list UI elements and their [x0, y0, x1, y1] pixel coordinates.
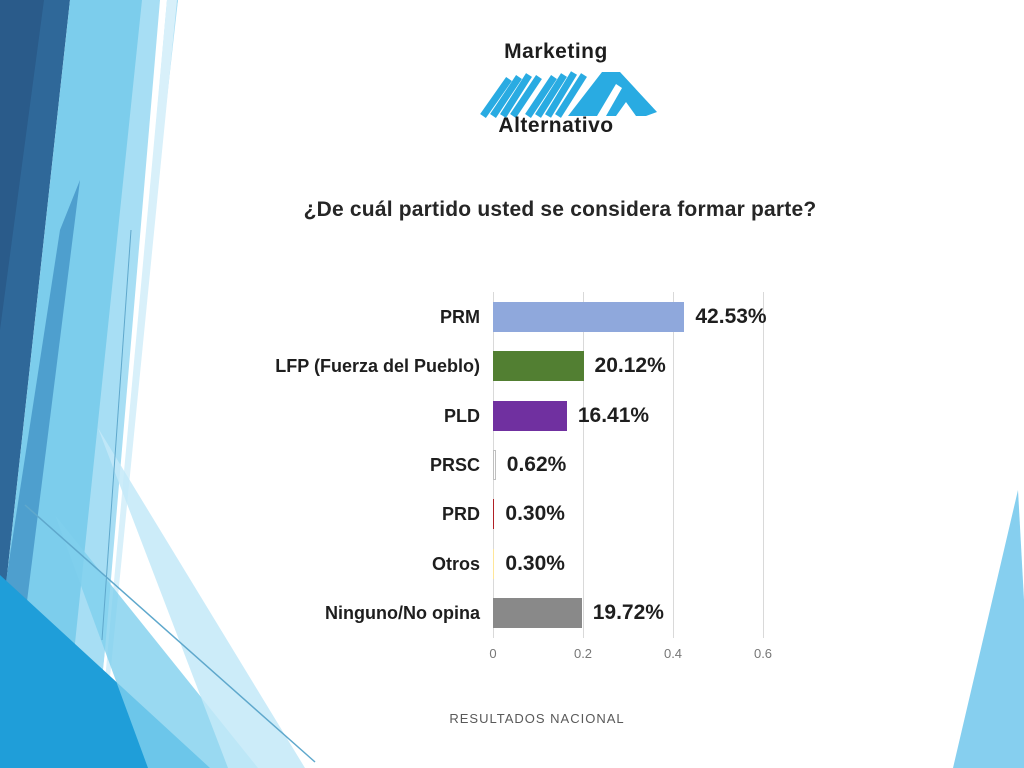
bar-value-label: 0.30% — [505, 502, 565, 526]
bar-value-label: 0.30% — [505, 551, 565, 575]
category-label: Otros — [431, 553, 480, 574]
bar-value-label: 19.72% — [592, 601, 664, 625]
logo-text-bottom: Alternativo — [498, 114, 614, 137]
bar — [493, 598, 582, 629]
bar — [493, 499, 495, 530]
bar-value-label: 16.41% — [577, 403, 650, 427]
x-tick-label: 0.6 — [753, 646, 773, 661]
x-tick-label: 0.4 — [663, 646, 683, 661]
bar-value-label: 20.12% — [594, 354, 666, 378]
bar-value-label: 42.53% — [695, 304, 767, 328]
bar — [493, 301, 685, 332]
left-accent-graphic — [0, 0, 316, 768]
bar — [493, 450, 496, 480]
category-label: PRM — [440, 306, 480, 327]
logo: Marketing Alternativo — [406, 40, 706, 138]
gridline — [762, 292, 764, 638]
bar — [493, 548, 495, 579]
x-tick-label: 0 — [489, 646, 497, 661]
logo-text-top: Marketing — [504, 40, 608, 63]
category-label: PRSC — [429, 455, 480, 475]
bar-chart: 0 0.2 0.4 0.6 42.53% 20.12% 16.41% 0.62% 0.30% 0.… — [489, 292, 798, 661]
gridline — [672, 292, 674, 638]
right-accent-graphic — [953, 490, 1024, 768]
category-label: PLD — [444, 405, 480, 426]
chart-title: ¿De cuál partido usted se considera form… — [303, 198, 817, 221]
x-tick-label: 0.2 — [573, 646, 593, 661]
category-label: PRD — [441, 504, 480, 525]
gridline — [582, 292, 584, 638]
category-label: Ninguno/No opina — [325, 603, 480, 624]
logo-ma-mark-icon — [480, 71, 657, 118]
bar-value-label: 0.62% — [506, 453, 567, 476]
category-label: LFP (Fuerza del Pueblo) — [275, 356, 480, 377]
bar — [493, 400, 567, 431]
bar — [493, 351, 584, 382]
footer-caption: RESULTADOS NACIONAL — [449, 711, 625, 726]
